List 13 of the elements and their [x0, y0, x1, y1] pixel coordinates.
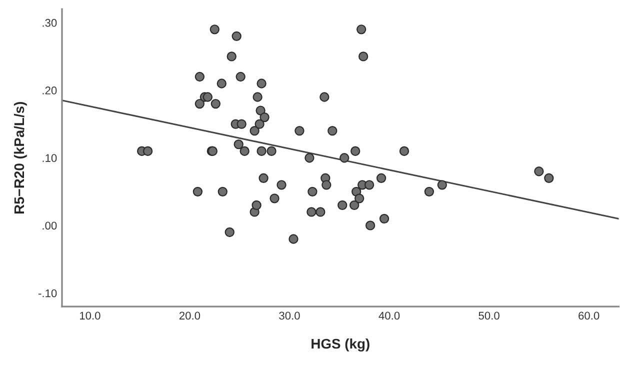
x-axis-title: HGS (kg) [312, 338, 370, 352]
x-tick-label: 40.0 [378, 312, 400, 320]
x-tick-label: 20.0 [179, 312, 200, 320]
y-tick-label: .10 [42, 154, 57, 162]
y-tick-label: .30 [42, 18, 57, 27]
x-tick-label: 10.0 [80, 312, 100, 320]
y-tick-label: .20 [42, 86, 57, 94]
y-tick-label: -.10 [38, 289, 57, 298]
x-tick-label: 50.0 [478, 312, 500, 320]
x-tick-label: 30.0 [279, 312, 300, 320]
y-axis-title: R5−R20 (kPa/L/s) [14, 102, 27, 214]
y-tick-label: .00 [42, 222, 57, 230]
x-tick-label: 60.0 [578, 312, 600, 320]
